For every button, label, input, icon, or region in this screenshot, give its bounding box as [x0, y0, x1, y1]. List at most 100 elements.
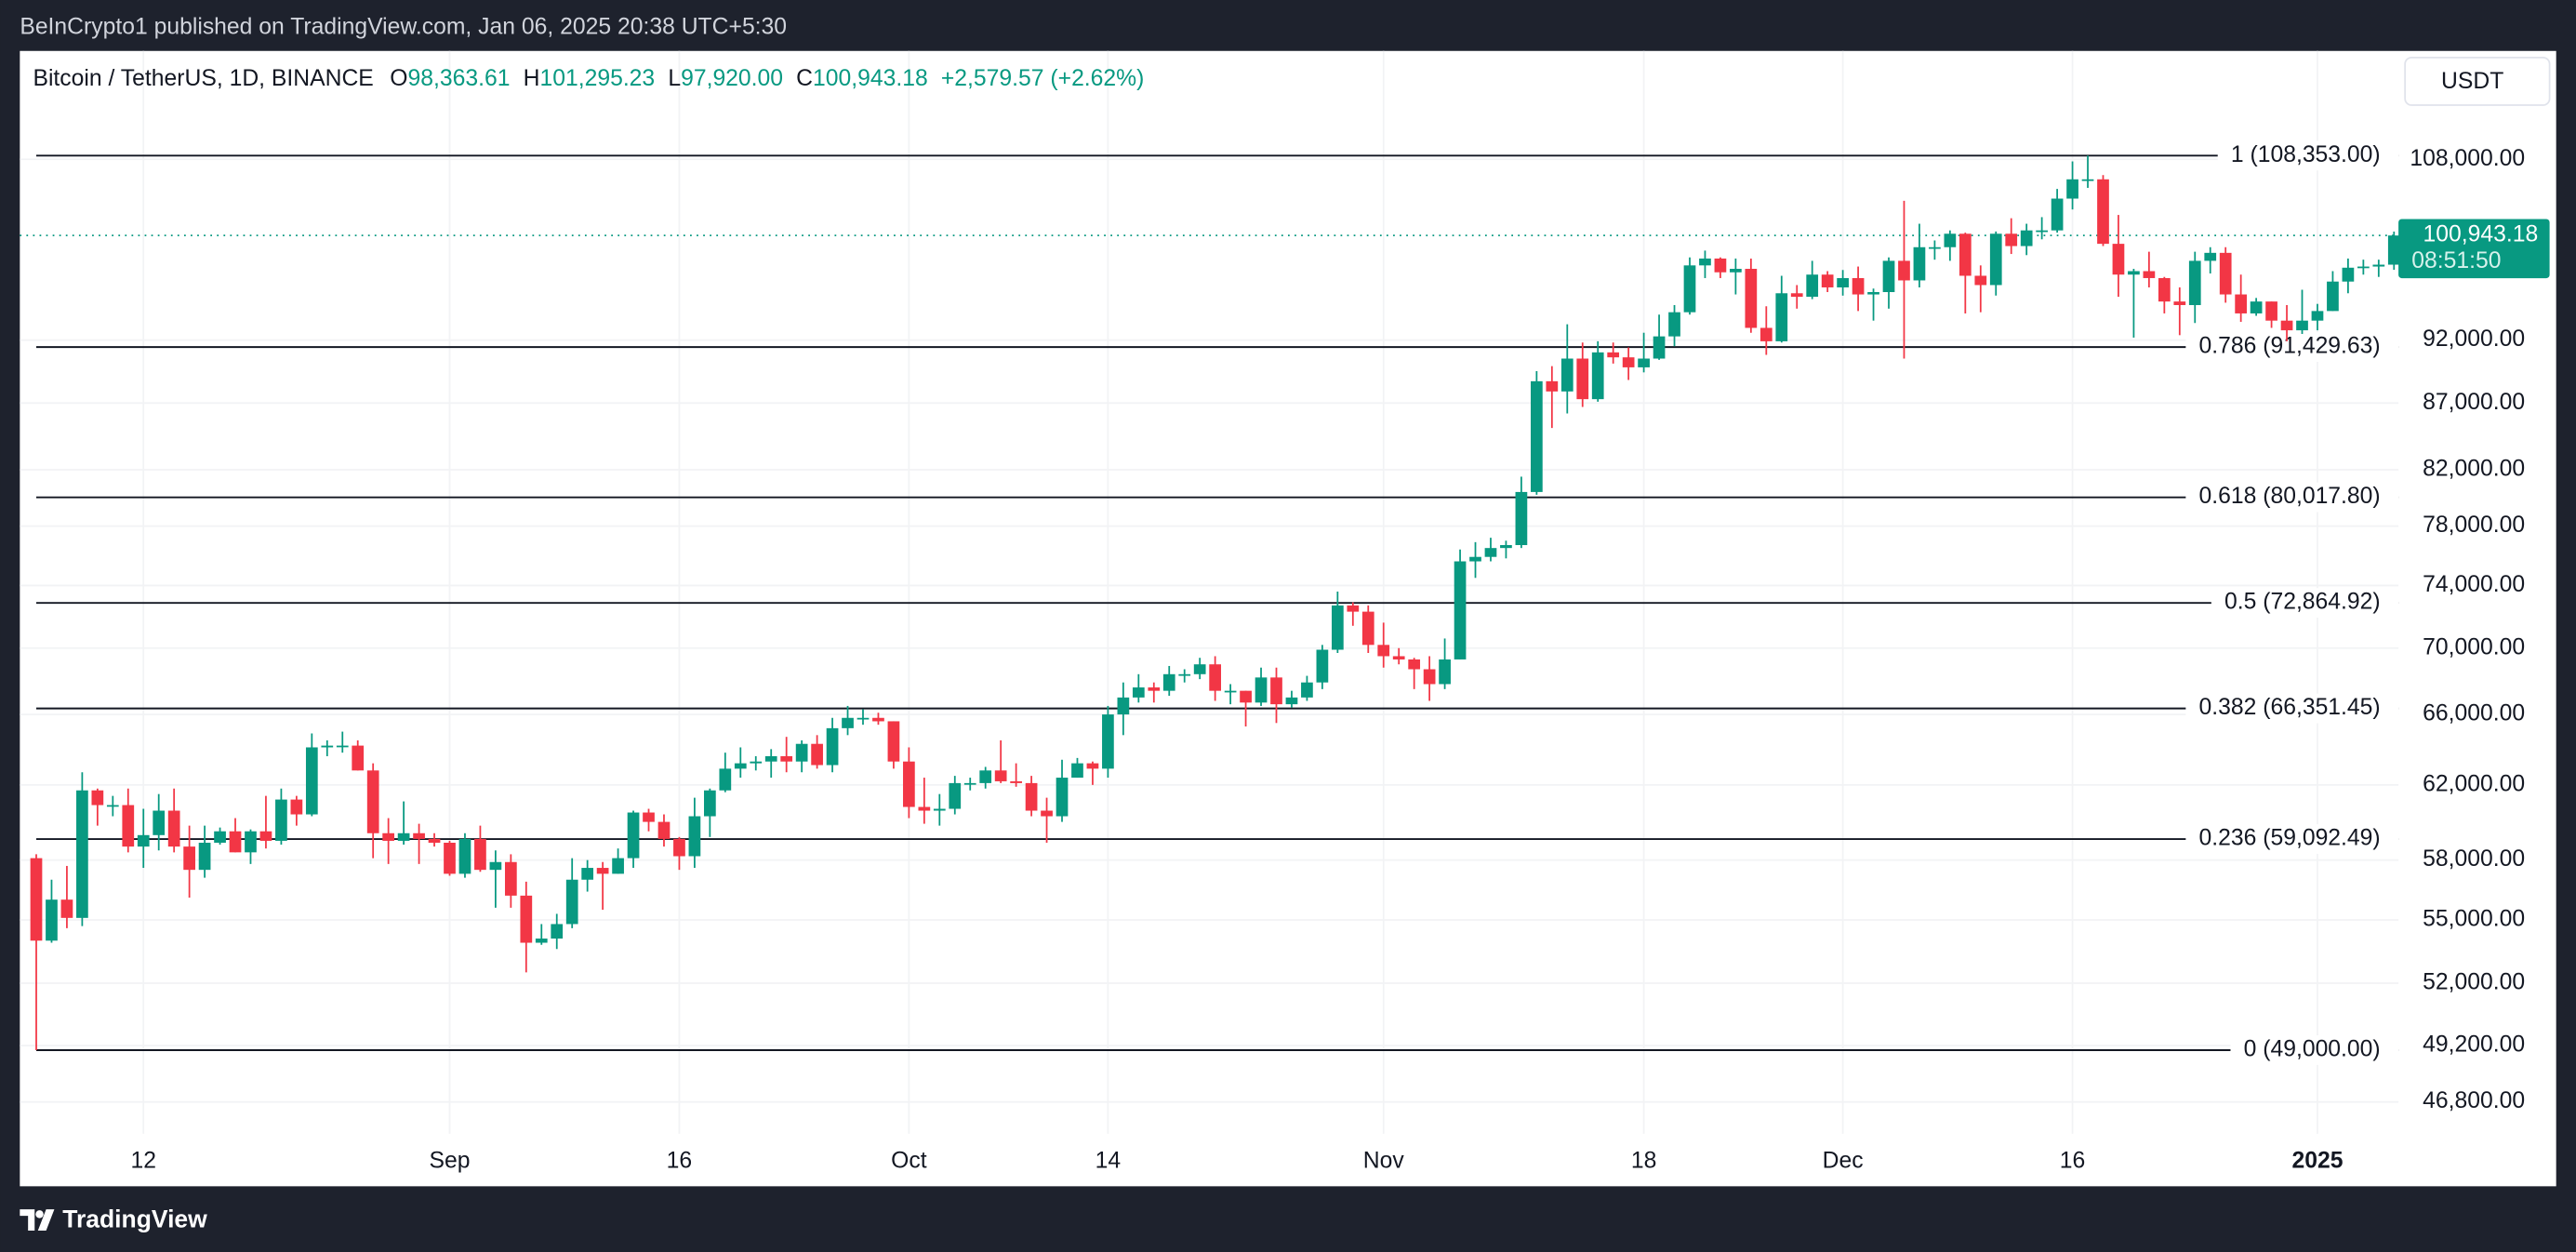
currency[interactable]: USDT [2441, 69, 2503, 94]
legend-key: O [390, 65, 407, 90]
logo-dot [35, 1210, 44, 1219]
fib-label: 0.5 (72,864.92) [2224, 590, 2381, 615]
chart-area [20, 50, 2556, 1187]
candle-body [1806, 274, 1819, 298]
x-tick-label: 16 [2060, 1148, 2086, 1173]
publisher: BeInCrypto1 published on TradingView.com… [20, 15, 787, 40]
candle-body [229, 831, 242, 853]
candle-body [1653, 336, 1666, 359]
x-tick-label: 12 [130, 1148, 156, 1173]
candle-body [2036, 230, 2048, 233]
candle-body [382, 832, 395, 841]
axes: 108,000.00 92,000.00 87,000.00 82,000.00 78,… [130, 146, 2550, 1173]
candle-body [91, 790, 104, 806]
candle-body [811, 743, 823, 766]
candle-body [1454, 561, 1467, 659]
x-tick-label: 2025 [2291, 1148, 2343, 1173]
logo-icon [20, 1209, 55, 1232]
candle-body [1668, 312, 1680, 337]
candle-body [2219, 252, 2232, 295]
fib-label: 0.618 (80,017.80) [2199, 484, 2381, 509]
candle-body [1361, 611, 1374, 646]
candle-body [290, 799, 303, 815]
fib-label: 0 (49,000.00) [2244, 1037, 2381, 1062]
candle-body [1209, 664, 1222, 691]
candle-body [122, 805, 135, 847]
candle-body [1852, 277, 1865, 295]
brand: TradingView [62, 1205, 207, 1232]
candle-body [520, 895, 533, 943]
candle-body [856, 717, 870, 720]
fib-label-bg [2185, 824, 2399, 854]
legend-key: C [796, 65, 813, 90]
candle-body [795, 743, 808, 762]
candle-body [2250, 301, 2263, 313]
candle-body [198, 843, 211, 871]
fib-levels: 1 (108,353.00) 0.786 (91,429.63) 0.618 (80… [20, 140, 2399, 1065]
candle-body [688, 816, 701, 857]
ohlc: O98,363.61 H101,295.23 L97,920.00 C100,943.… [390, 65, 1144, 90]
candle-body [1224, 690, 1237, 693]
candle-body [750, 761, 763, 764]
candle-body [1500, 545, 1512, 549]
symbol: Bitcoin / TetherUS, 1D, BINANCE [33, 65, 373, 90]
candle-body [2051, 198, 2064, 231]
candle-body [2357, 266, 2370, 269]
y-tick-label: 87,000.00 [2423, 390, 2525, 415]
candle-body [933, 808, 946, 811]
candle-body [76, 790, 88, 918]
y-tick-label: 49,200.00 [2423, 1032, 2525, 1058]
candle-body [2296, 320, 2308, 331]
candle-body [2158, 277, 2171, 302]
candle-body [60, 899, 73, 918]
candle-body [2342, 267, 2355, 282]
candle-body [1699, 258, 1711, 266]
legend-value: 98,363.61 [408, 65, 511, 90]
candle-body [1790, 293, 1803, 298]
currency-button[interactable] [2404, 56, 2551, 106]
legend-value: 97,920.00 [681, 65, 783, 90]
legend-key: L [668, 65, 681, 90]
candle-body [2112, 244, 2125, 275]
y-tick-label: 82,000.00 [2423, 457, 2525, 482]
candle-body [1638, 358, 1650, 367]
candle-body [1178, 673, 1191, 676]
candle-body [1607, 352, 1620, 358]
candle-body [1929, 246, 1941, 249]
candle-body [657, 821, 671, 839]
candle-body [2097, 179, 2109, 245]
candle-body [673, 838, 685, 857]
candle-body [275, 799, 287, 841]
candle-body [305, 747, 318, 815]
y-tick-label: 55,000.00 [2423, 907, 2525, 932]
candle-body [1546, 380, 1559, 392]
candle-body [1086, 763, 1099, 769]
candle-body [963, 782, 976, 785]
candle-body [474, 838, 486, 871]
candle-body [1408, 659, 1421, 670]
candle-body [2311, 311, 2324, 321]
candle-body [872, 717, 884, 722]
candle-body [565, 879, 578, 925]
candle-body [336, 745, 349, 748]
candle-body [1745, 269, 1758, 328]
candle-body [1989, 233, 2002, 286]
x-tick-label: 18 [1631, 1148, 1657, 1173]
candle-body [397, 832, 410, 841]
candle-body [643, 812, 655, 822]
candle-body [1331, 605, 1344, 650]
fib-label-bg [2185, 332, 2399, 363]
fib-label-bg [2230, 1035, 2399, 1065]
candle-body [106, 805, 119, 807]
candle-body [2327, 281, 2339, 312]
candle-body [704, 790, 716, 817]
grid [20, 50, 2399, 1134]
candle-body [1974, 275, 1987, 286]
candle-body [458, 838, 471, 874]
candle-body [719, 768, 732, 791]
candle-body [2020, 230, 2033, 246]
y-tick-label: 46,800.00 [2423, 1088, 2525, 1113]
candle-body [1683, 265, 1696, 313]
candle-body [1622, 357, 1635, 367]
